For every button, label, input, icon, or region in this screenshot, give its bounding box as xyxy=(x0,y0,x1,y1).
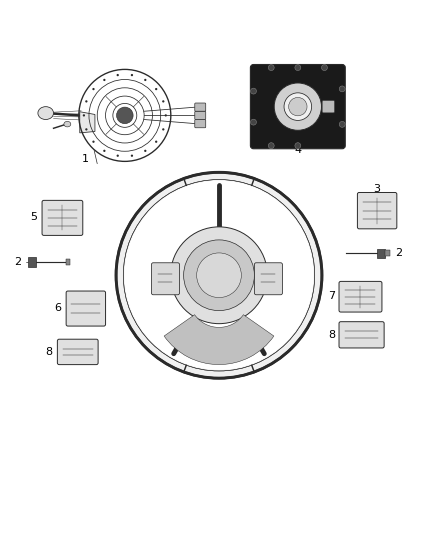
Circle shape xyxy=(170,227,267,324)
Circle shape xyxy=(85,128,88,131)
Text: 3: 3 xyxy=(373,183,380,193)
Circle shape xyxy=(85,100,88,102)
Circle shape xyxy=(197,253,241,297)
Circle shape xyxy=(268,64,274,70)
Circle shape xyxy=(284,93,312,120)
Bar xyxy=(28,257,36,267)
Text: 1: 1 xyxy=(82,154,89,164)
Circle shape xyxy=(116,172,322,378)
Circle shape xyxy=(268,143,274,149)
FancyBboxPatch shape xyxy=(57,339,98,365)
Circle shape xyxy=(92,88,95,90)
Circle shape xyxy=(295,143,301,149)
Text: 8: 8 xyxy=(328,330,336,340)
FancyBboxPatch shape xyxy=(195,119,206,128)
Circle shape xyxy=(117,155,119,157)
Circle shape xyxy=(117,107,133,124)
Circle shape xyxy=(251,88,257,94)
Circle shape xyxy=(274,83,321,130)
Wedge shape xyxy=(164,314,274,365)
Circle shape xyxy=(144,79,146,81)
Text: 5: 5 xyxy=(30,213,37,222)
Circle shape xyxy=(83,114,85,117)
Circle shape xyxy=(339,122,345,127)
Bar xyxy=(385,251,390,256)
Text: 4: 4 xyxy=(294,146,301,156)
FancyBboxPatch shape xyxy=(357,192,397,229)
FancyBboxPatch shape xyxy=(339,281,382,312)
FancyBboxPatch shape xyxy=(254,263,283,295)
Circle shape xyxy=(103,150,106,152)
Text: 6: 6 xyxy=(54,303,61,313)
Circle shape xyxy=(339,86,345,92)
FancyBboxPatch shape xyxy=(195,111,206,119)
Circle shape xyxy=(131,155,133,157)
Text: 8: 8 xyxy=(46,347,53,357)
Ellipse shape xyxy=(38,107,53,119)
Circle shape xyxy=(124,181,314,370)
Circle shape xyxy=(131,74,133,76)
Text: 2: 2 xyxy=(395,248,402,259)
FancyBboxPatch shape xyxy=(322,100,335,113)
Circle shape xyxy=(251,119,257,125)
Circle shape xyxy=(155,88,157,90)
Polygon shape xyxy=(80,112,95,133)
FancyBboxPatch shape xyxy=(195,103,206,111)
Circle shape xyxy=(165,114,167,117)
FancyBboxPatch shape xyxy=(251,64,345,149)
Ellipse shape xyxy=(64,122,71,127)
Circle shape xyxy=(92,141,95,143)
Circle shape xyxy=(289,98,307,116)
Circle shape xyxy=(162,128,164,131)
FancyBboxPatch shape xyxy=(42,200,83,236)
Circle shape xyxy=(295,64,301,70)
Circle shape xyxy=(155,141,157,143)
FancyBboxPatch shape xyxy=(152,263,180,295)
Circle shape xyxy=(144,150,146,152)
Bar xyxy=(377,248,385,258)
Text: 7: 7 xyxy=(328,291,336,301)
FancyBboxPatch shape xyxy=(339,322,384,348)
Bar xyxy=(66,260,70,265)
Circle shape xyxy=(184,240,254,311)
Circle shape xyxy=(117,74,119,76)
FancyBboxPatch shape xyxy=(66,291,106,326)
Text: 2: 2 xyxy=(14,257,21,267)
Circle shape xyxy=(321,64,328,70)
Circle shape xyxy=(162,100,164,102)
Circle shape xyxy=(103,79,106,81)
